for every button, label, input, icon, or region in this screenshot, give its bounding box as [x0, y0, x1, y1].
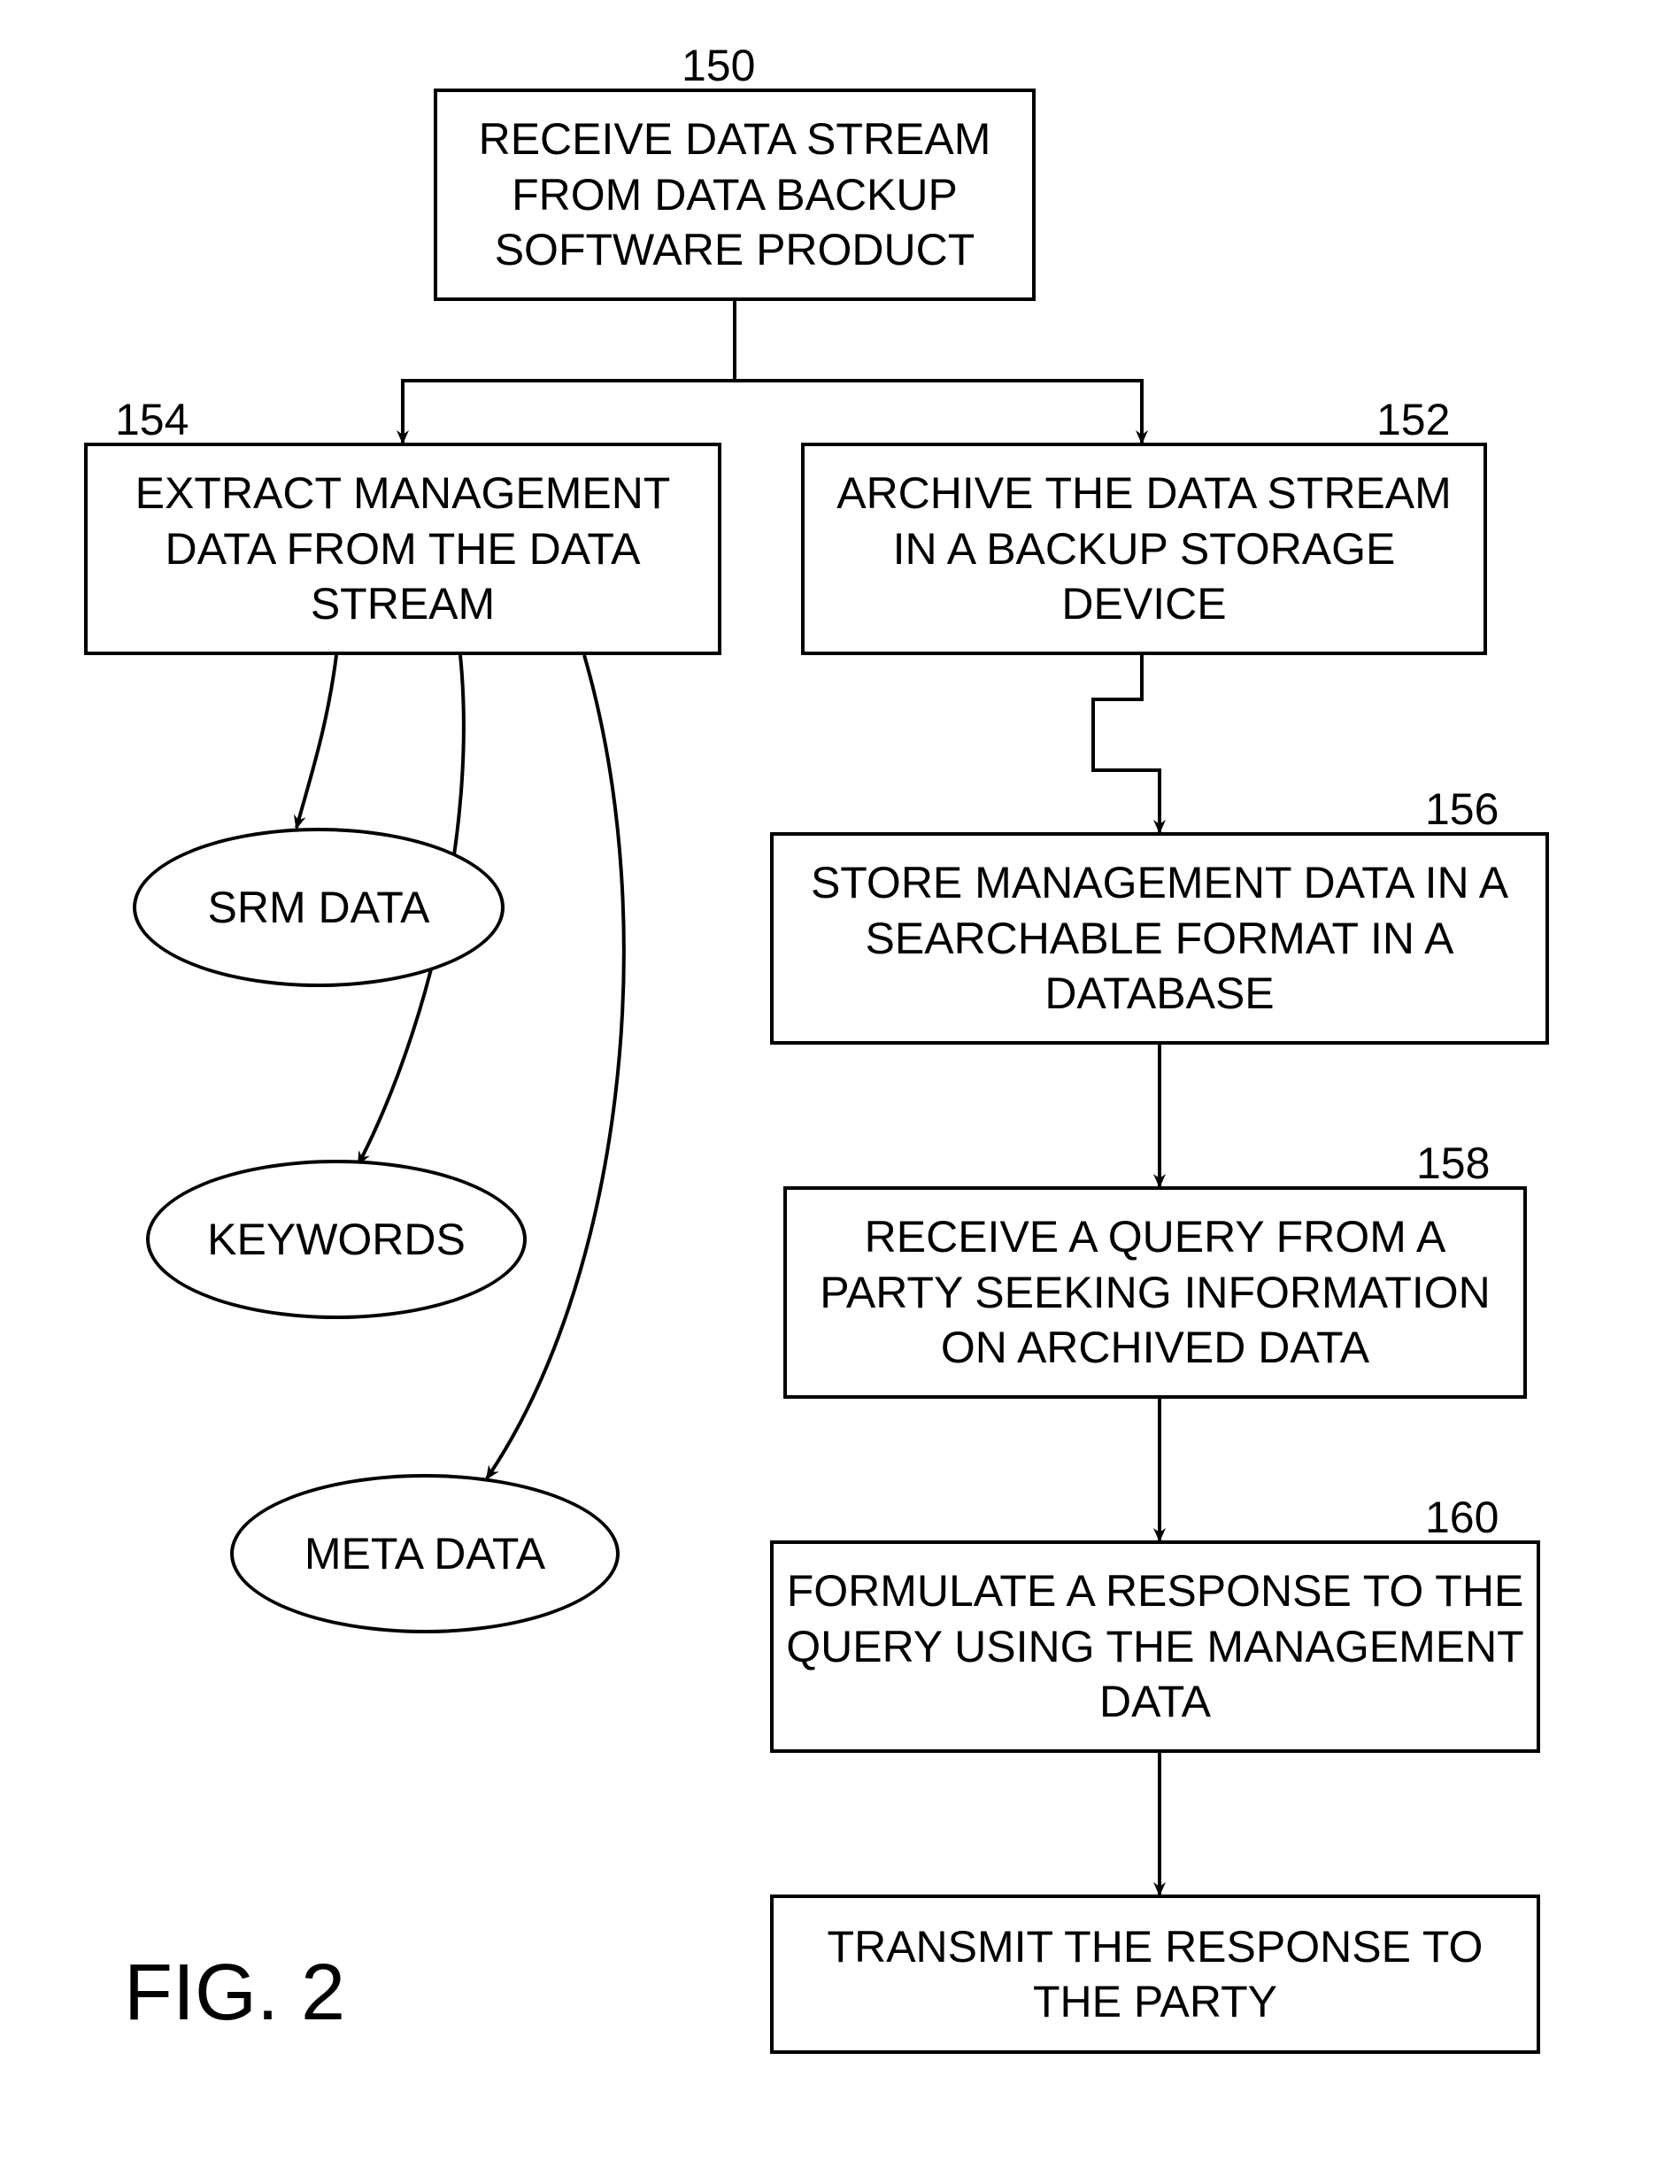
node-text: ARCHIVE THE DATA STREAM IN A BACKUP STOR…	[815, 466, 1473, 632]
node-e_srm: SRM DATA	[133, 828, 505, 987]
node-n150: RECEIVE DATA STREAM FROM DATA BACKUP SOF…	[434, 89, 1036, 301]
node-text: META DATA	[304, 1528, 545, 1579]
node-label-n160: 160	[1425, 1492, 1499, 1543]
node-e_keywords: KEYWORDS	[146, 1160, 527, 1319]
node-n156: STORE MANAGEMENT DATA IN A SEARCHABLE FO…	[770, 832, 1549, 1045]
node-text: RECEIVE DATA STREAM FROM DATA BACKUP SOF…	[448, 112, 1021, 278]
node-n152: ARCHIVE THE DATA STREAM IN A BACKUP STOR…	[801, 443, 1487, 655]
node-label-n156: 156	[1425, 783, 1499, 835]
node-text: KEYWORDS	[207, 1214, 466, 1265]
node-label-n154: 154	[115, 394, 189, 445]
flowchart-canvas: RECEIVE DATA STREAM FROM DATA BACKUP SOF…	[0, 0, 1680, 2184]
node-label-n158: 158	[1416, 1138, 1490, 1189]
figure-label: FIG. 2	[124, 1948, 345, 2039]
node-text: SRM DATA	[208, 882, 430, 933]
node-n160: FORMULATE A RESPONSE TO THE QUERY USING …	[770, 1540, 1540, 1753]
node-n158: RECEIVE A QUERY FROM A PARTY SEEKING INF…	[783, 1186, 1527, 1399]
node-text: EXTRACT MANAGEMENT DATA FROM THE DATA ST…	[98, 466, 707, 632]
node-text: FORMULATE A RESPONSE TO THE QUERY USING …	[784, 1563, 1526, 1730]
node-label-n150: 150	[682, 40, 755, 91]
node-text: TRANSMIT THE RESPONSE TO THE PARTY	[784, 1919, 1526, 2030]
node-n154: EXTRACT MANAGEMENT DATA FROM THE DATA ST…	[84, 443, 721, 655]
node-text: RECEIVE A QUERY FROM A PARTY SEEKING INF…	[798, 1209, 1513, 1376]
node-n_transmit: TRANSMIT THE RESPONSE TO THE PARTY	[770, 1895, 1540, 2054]
node-text: STORE MANAGEMENT DATA IN A SEARCHABLE FO…	[784, 855, 1535, 1022]
node-e_metadata: META DATA	[230, 1474, 620, 1633]
node-label-n152: 152	[1376, 394, 1450, 445]
